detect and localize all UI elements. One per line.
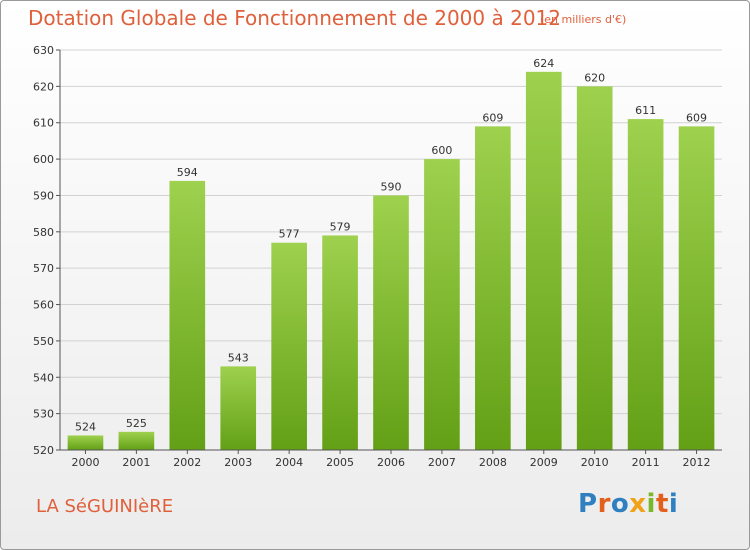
x-tick-label: 2009 <box>530 456 558 469</box>
logo-letter: r <box>597 489 611 519</box>
data-label: 620 <box>584 71 605 84</box>
bar-2010 <box>576 86 613 450</box>
y-tick-label: 530 <box>33 408 54 421</box>
axes <box>56 49 722 454</box>
data-label: 577 <box>279 228 300 241</box>
data-label: 600 <box>431 144 452 157</box>
y-tick-label: 620 <box>33 80 54 93</box>
y-tick-label: 520 <box>33 444 54 457</box>
bar-2008 <box>475 126 511 450</box>
bars <box>67 71 715 451</box>
y-tick-label: 540 <box>33 371 54 384</box>
bar-2007 <box>424 159 460 450</box>
y-tick-label: 590 <box>33 189 54 202</box>
y-tick-label: 570 <box>33 262 54 275</box>
logo-letter: P <box>578 489 598 519</box>
x-tick-label: 2002 <box>173 456 201 469</box>
x-tick-label: 2001 <box>122 456 150 469</box>
y-tick-label: 610 <box>33 117 54 130</box>
bar-2012 <box>678 126 715 450</box>
x-tick-label: 2012 <box>683 456 711 469</box>
data-label: 594 <box>177 166 198 179</box>
x-tick-label: 2004 <box>275 456 303 469</box>
bar-2006 <box>373 195 409 450</box>
bar-2005 <box>322 235 358 450</box>
data-label: 590 <box>381 180 402 193</box>
x-tick-label: 2010 <box>581 456 609 469</box>
chart-subtitle: (en milliers d'€) <box>540 13 627 26</box>
bar-2009 <box>525 71 562 451</box>
x-tick-label: 2000 <box>71 456 99 469</box>
proxiti-logo[interactable]: Proxiti <box>578 489 678 519</box>
data-label: 543 <box>228 351 249 364</box>
logo-letter: x <box>629 489 647 519</box>
x-tick-label: 2005 <box>326 456 354 469</box>
logo-letter: o <box>610 489 630 519</box>
logo-letter: t <box>655 489 669 519</box>
commune-name: LA SéGUINIèRE <box>36 496 174 517</box>
x-tick-label: 2003 <box>224 456 252 469</box>
logo-letter: i <box>668 489 679 519</box>
y-tick-label: 550 <box>33 335 54 348</box>
bar-2011 <box>627 119 664 450</box>
y-tick-label: 560 <box>33 299 54 312</box>
data-label: 524 <box>75 420 96 433</box>
x-tick-label: 2007 <box>428 456 456 469</box>
bar-2000 <box>67 435 104 450</box>
bar-2003 <box>220 366 257 450</box>
x-tick-label: 2008 <box>479 456 507 469</box>
bar-2004 <box>271 242 307 450</box>
bar-2002 <box>169 180 206 450</box>
data-label: 609 <box>482 111 503 124</box>
bar-2001 <box>118 431 155 450</box>
data-label: 525 <box>126 417 147 430</box>
chart-title: Dotation Globale de Fonctionnement de 20… <box>28 6 561 30</box>
y-tick-label: 630 <box>33 44 54 57</box>
data-label: 611 <box>635 104 656 117</box>
y-tick-label: 600 <box>33 153 54 166</box>
data-label: 624 <box>533 57 554 70</box>
y-tick-label: 580 <box>33 226 54 239</box>
data-label: 579 <box>330 220 351 233</box>
logo-letter: i <box>646 489 656 519</box>
labels: 520 530 540 550 560 570 580 590 600 610 620 630 2000… <box>33 44 711 469</box>
x-tick-label: 2011 <box>632 456 660 469</box>
data-label: 609 <box>686 111 707 124</box>
x-tick-label: 2006 <box>377 456 405 469</box>
